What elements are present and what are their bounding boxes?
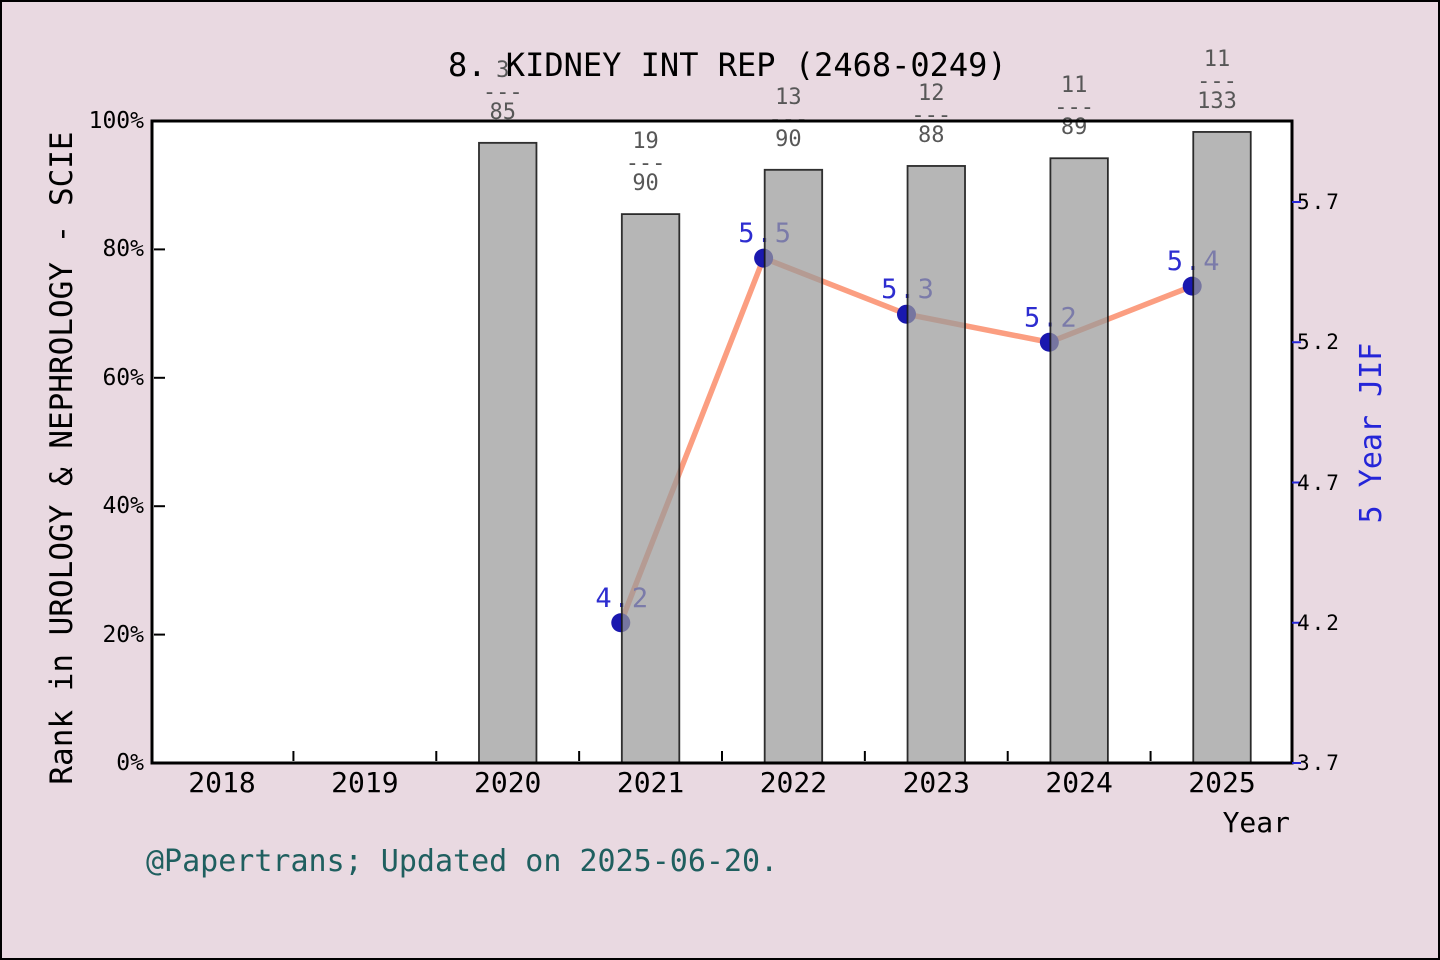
rank-fraction-denominator: 90: [632, 171, 659, 196]
rank-fraction-numerator: 13: [775, 85, 802, 110]
rank-fraction-bar: ---: [483, 80, 523, 105]
left-axis-tick-label: 40%: [102, 493, 144, 520]
right-axis-tick-label: 3.7: [1297, 751, 1341, 775]
rank-fraction-bar: ---: [626, 151, 666, 176]
x-axis-title: Year: [1222, 806, 1290, 839]
rank-fraction-denominator: 133: [1197, 89, 1237, 114]
rank-fraction-denominator: 89: [1061, 115, 1088, 140]
rank-bar: [1192, 131, 1252, 764]
rank-fraction-numerator: 11: [1061, 73, 1088, 98]
chart-title: 8. KIDNEY INT REP (2468-0249): [448, 46, 1007, 84]
rank-fraction-bar: ---: [1054, 95, 1094, 120]
rank-fraction-bar: ---: [769, 107, 809, 132]
rank-bar: [906, 165, 966, 764]
right-axis-tick-label: 5.7: [1297, 190, 1341, 214]
rank-fraction-denominator: 88: [918, 123, 945, 148]
x-axis-tick-label: 2023: [902, 766, 970, 799]
right-axis-tick-label: 5.2: [1297, 330, 1341, 355]
rank-fraction-denominator: 90: [775, 127, 802, 152]
watermark-text: @Papertrans; Updated on 2025-06-20.: [146, 844, 779, 879]
x-axis-tick-label: 2021: [616, 766, 685, 799]
rank-fraction-numerator: 12: [918, 81, 945, 106]
rank-fraction-numerator: 11: [1204, 47, 1231, 72]
left-axis-tick-label: 0%: [116, 750, 144, 776]
rank-fraction-bar: ---: [1197, 69, 1237, 94]
rank-fraction-numerator: 3: [496, 58, 509, 83]
x-axis-tick-label: 2024: [1045, 766, 1113, 799]
rank-bar: [1049, 157, 1109, 764]
plot-border: [150, 119, 1294, 765]
x-axis-tick-label: 2020: [473, 766, 542, 799]
x-axis-tick-label: 2018: [188, 766, 256, 799]
rank-bar: [620, 213, 681, 764]
rank-bar: [478, 141, 538, 764]
rank-fraction-bar: ---: [911, 103, 951, 128]
x-axis-tick-label: 2022: [759, 766, 828, 799]
x-axis-tick-label: 2025: [1188, 766, 1256, 799]
left-axis-tick-label: 100%: [88, 108, 144, 134]
right-axis-tick-label: 4.2: [1297, 610, 1341, 635]
left-axis-tick-label: 80%: [102, 236, 144, 263]
rank-fraction-numerator: 19: [632, 129, 659, 154]
x-axis-tick-label: 2019: [331, 766, 399, 799]
right-axis-tick-label: 4.7: [1297, 470, 1341, 495]
rank-bar: [763, 168, 824, 764]
plot-background: [152, 121, 1292, 763]
left-axis-tick-label: 60%: [102, 364, 144, 391]
left-axis-tick-label: 20%: [102, 621, 144, 648]
